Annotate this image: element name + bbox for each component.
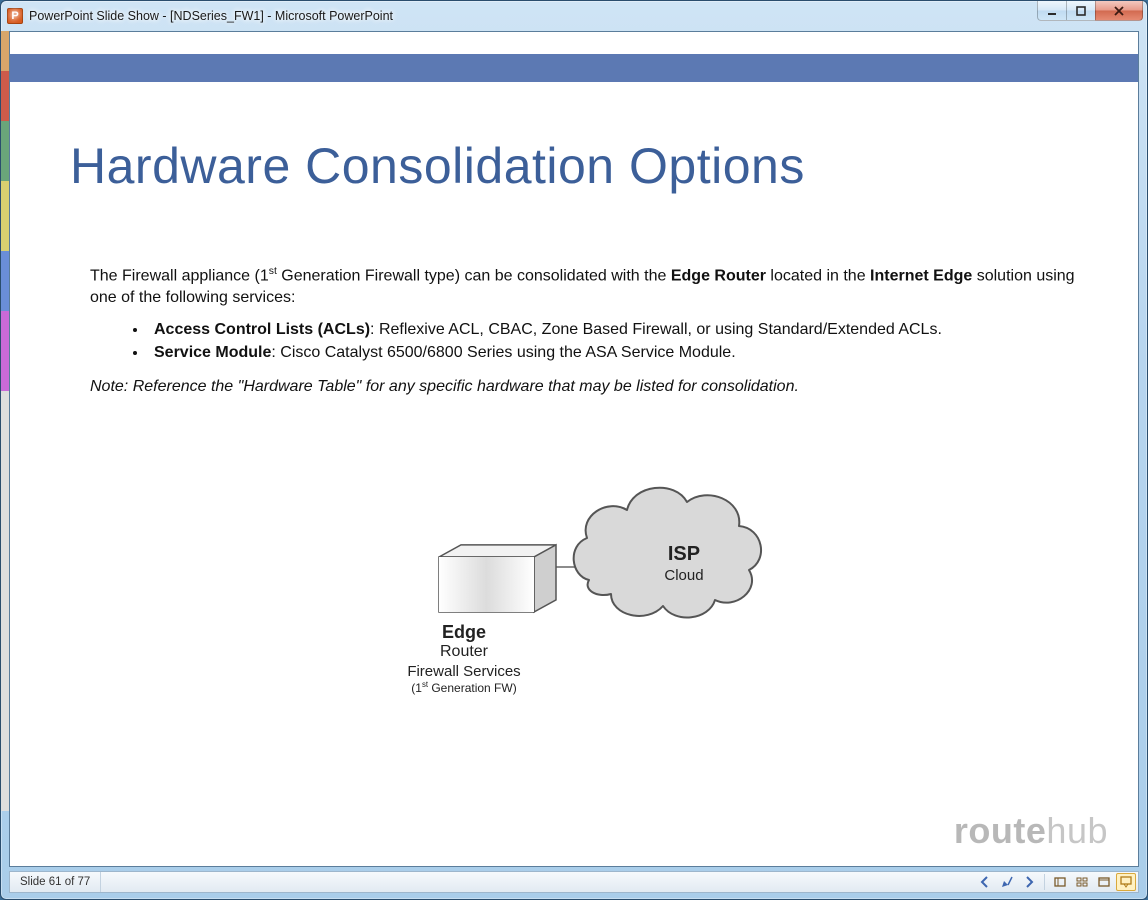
edge-label-2: Router (379, 643, 549, 661)
statusbar: Slide 61 of 77 (9, 871, 1139, 893)
edge-label-3: Firewall Services (379, 663, 549, 680)
slide-body: The Firewall appliance (1st Generation F… (90, 265, 1078, 407)
note-paragraph: Note: Reference the "Hardware Table" for… (90, 376, 1078, 398)
slide-counter: Slide 61 of 77 (10, 872, 101, 892)
maximize-button[interactable] (1066, 1, 1096, 21)
slide[interactable]: Hardware Consolidation Options The Firew… (10, 32, 1138, 866)
logo-bold: route (954, 810, 1047, 851)
network-diagram: ISP Cloud Edge Router Firewall Services (… (324, 462, 824, 742)
powerpoint-icon: P (7, 8, 23, 24)
bullet-item: Access Control Lists (ACLs): Reflexive A… (148, 319, 1078, 341)
svg-text:ISP: ISP (668, 543, 700, 565)
bullet-item: Service Module: Cisco Catalyst 6500/6800… (148, 342, 1078, 364)
slideshow-view-button[interactable] (1116, 873, 1136, 891)
bullet-list: Access Control Lists (ACLs): Reflexive A… (148, 319, 1078, 364)
reading-view-button[interactable] (1094, 873, 1114, 891)
slideshow-client[interactable]: Hardware Consolidation Options The Firew… (9, 31, 1139, 867)
edge-caption: Edge Router Firewall Services (1st Gener… (379, 622, 549, 695)
next-slide-button[interactable] (1019, 873, 1039, 891)
logo-thin: hub (1046, 810, 1108, 851)
sorter-view-button[interactable] (1072, 873, 1092, 891)
slide-stage: Hardware Consolidation Options The Firew… (10, 32, 1138, 866)
window-title: PowerPoint Slide Show - [NDSeries_FW1] -… (29, 9, 393, 23)
minimize-button[interactable] (1037, 1, 1067, 21)
accent-bar (10, 54, 1138, 82)
background-app-strips (1, 31, 9, 871)
routehub-logo: routehub (954, 810, 1108, 852)
edge-label-1: Edge (379, 622, 549, 643)
normal-view-button[interactable] (1050, 873, 1070, 891)
slide-title: Hardware Consolidation Options (70, 137, 805, 195)
close-button[interactable] (1095, 1, 1143, 21)
statusbar-separator (1044, 874, 1045, 890)
app-window: P PowerPoint Slide Show - [NDSeries_FW1]… (0, 0, 1148, 900)
intro-paragraph: The Firewall appliance (1st Generation F… (90, 265, 1078, 309)
prev-slide-button[interactable] (975, 873, 995, 891)
svg-text:Cloud: Cloud (664, 567, 703, 584)
titlebar[interactable]: P PowerPoint Slide Show - [NDSeries_FW1]… (1, 1, 1147, 31)
pen-menu-button[interactable] (997, 873, 1017, 891)
edge-label-4: (1st Generation FW) (379, 680, 549, 695)
